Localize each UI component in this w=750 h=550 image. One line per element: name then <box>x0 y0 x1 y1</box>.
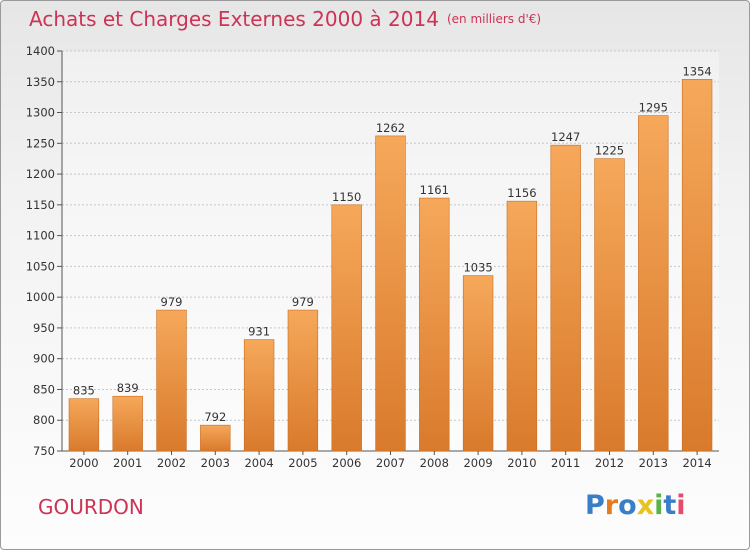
chart-title-main: Achats et Charges Externes 2000 à 2014 <box>29 7 439 31</box>
bar-value-label: 979 <box>161 295 183 309</box>
bar <box>550 144 581 452</box>
x-tick-label: 2000 <box>69 456 98 470</box>
bar <box>156 309 187 452</box>
bar-value-label: 839 <box>117 381 139 395</box>
chart-title-unit: (en milliers d'€) <box>446 12 542 26</box>
bar-value-label: 979 <box>292 295 314 309</box>
logo-letter: x <box>636 490 655 521</box>
bar <box>462 275 494 452</box>
commune-name: GOURDON <box>38 495 144 519</box>
x-tick-label: 2009 <box>463 456 492 470</box>
bar-value-label: 931 <box>248 325 270 339</box>
bar-value-label: 1225 <box>595 144 624 158</box>
x-tick-label: 2010 <box>507 456 536 470</box>
bar-value-label: 792 <box>204 410 226 424</box>
logo-letter: t <box>663 490 677 521</box>
bar <box>375 135 406 452</box>
logo-letter: r <box>604 490 619 521</box>
y-tick-label: 1350 <box>26 75 55 89</box>
bar <box>287 309 319 452</box>
logo-letter: i <box>676 490 686 521</box>
bar <box>419 197 450 452</box>
bar-value-label: 1161 <box>420 183 449 197</box>
bar-value-label: 1247 <box>551 130 580 144</box>
x-tick-label: 2006 <box>332 456 361 470</box>
x-tick-label: 2008 <box>420 456 449 470</box>
bar <box>68 398 100 452</box>
x-tick-label: 2012 <box>595 456 624 470</box>
logo-letter: i <box>654 490 664 521</box>
logo-letter: o <box>618 490 637 521</box>
y-tick-label: 900 <box>33 352 55 366</box>
y-tick-label: 800 <box>33 413 55 427</box>
bar-value-label: 835 <box>73 384 95 398</box>
bar <box>331 204 362 452</box>
bar-value-label: 1262 <box>376 121 405 135</box>
bar-value-label: 1150 <box>332 190 361 204</box>
chart-title: Achats et Charges Externes 2000 à 2014 (e… <box>29 7 541 31</box>
bar-value-label: 1354 <box>682 64 711 78</box>
y-tick-label: 850 <box>33 382 55 396</box>
y-tick-label: 750 <box>33 444 55 458</box>
y-tick-label: 1400 <box>26 44 55 58</box>
x-tick-label: 2004 <box>244 456 273 470</box>
proxiti-logo: Proxiti <box>585 490 686 521</box>
bar <box>594 158 625 452</box>
x-tick-label: 2011 <box>551 456 580 470</box>
bar <box>681 79 713 452</box>
bar-value-label: 1156 <box>507 186 536 200</box>
bar-value-label: 1295 <box>639 101 668 115</box>
bar <box>506 200 538 452</box>
x-tick-label: 2013 <box>639 456 668 470</box>
x-tick-label: 2014 <box>682 456 711 470</box>
bar <box>200 424 231 452</box>
y-tick-label: 1250 <box>26 136 55 150</box>
y-tick-label: 1200 <box>26 167 55 181</box>
bar <box>638 115 669 452</box>
y-tick-label: 950 <box>33 321 55 335</box>
bar-value-label: 1035 <box>463 261 492 275</box>
x-tick-label: 2001 <box>113 456 142 470</box>
y-tick-label: 1000 <box>26 290 55 304</box>
x-tick-label: 2002 <box>157 456 186 470</box>
y-tick-label: 1150 <box>26 198 55 212</box>
x-tick-label: 2003 <box>201 456 230 470</box>
x-tick-label: 2007 <box>376 456 405 470</box>
y-tick-label: 1300 <box>26 106 55 120</box>
y-tick-label: 1100 <box>26 229 55 243</box>
y-tick-label: 1050 <box>26 259 55 273</box>
x-tick-label: 2005 <box>288 456 317 470</box>
bar <box>112 395 143 452</box>
logo-letter: P <box>585 490 605 521</box>
bar <box>243 339 275 452</box>
